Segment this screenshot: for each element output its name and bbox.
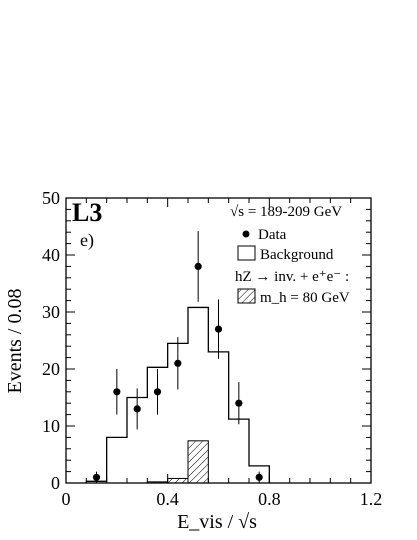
axes: 0 0.4 0.8 1.2 0 10 20 30 40 50 bbox=[42, 188, 382, 509]
legend-energy: √s = 189-209 GeV bbox=[230, 204, 342, 220]
data-point bbox=[194, 262, 202, 270]
x-tick-label: 0.8 bbox=[258, 489, 281, 509]
data-point bbox=[153, 388, 162, 396]
y-tick-label: 20 bbox=[42, 359, 60, 379]
legend-signal-swatch bbox=[237, 288, 256, 304]
y-tick-label: 10 bbox=[42, 416, 60, 436]
plot-frame bbox=[65, 197, 372, 484]
y-tick-label: 40 bbox=[42, 245, 60, 265]
data-point bbox=[255, 473, 263, 481]
y-tick-label: 30 bbox=[42, 302, 60, 322]
y-tick-label: 0 bbox=[51, 473, 60, 493]
plot-area bbox=[85, 231, 270, 484]
experiment-label: L3 bbox=[72, 198, 102, 227]
legend-data-label: Data bbox=[258, 227, 287, 243]
x-tick-label: 0 bbox=[62, 489, 71, 509]
panel-label: e) bbox=[80, 230, 94, 251]
x-axis-title: E_vis / √s bbox=[177, 511, 257, 533]
signal-bin bbox=[167, 477, 189, 484]
y-tick-label: 50 bbox=[42, 188, 60, 208]
legend: √s = 189-209 GeV Data Background hZ → in… bbox=[230, 204, 350, 306]
data-point bbox=[113, 388, 121, 396]
background-histogram bbox=[85, 306, 270, 483]
data-point bbox=[92, 473, 101, 481]
signal-bin bbox=[187, 440, 209, 484]
data-point bbox=[235, 399, 243, 407]
legend-background-label: Background bbox=[260, 247, 334, 263]
data-point bbox=[214, 325, 223, 333]
data-point bbox=[174, 359, 182, 367]
legend-signal-label: m_h = 80 GeV bbox=[260, 290, 350, 306]
y-axis-title: Events / 0.08 bbox=[4, 289, 26, 394]
legend-data-marker bbox=[242, 230, 250, 238]
x-tick-label: 0.4 bbox=[156, 489, 179, 509]
legend-background-swatch bbox=[237, 245, 256, 261]
x-tick-label: 1.2 bbox=[360, 489, 383, 509]
legend-signal-header: hZ → inv. + e⁺e⁻ : bbox=[235, 269, 349, 285]
data-point bbox=[133, 405, 141, 413]
